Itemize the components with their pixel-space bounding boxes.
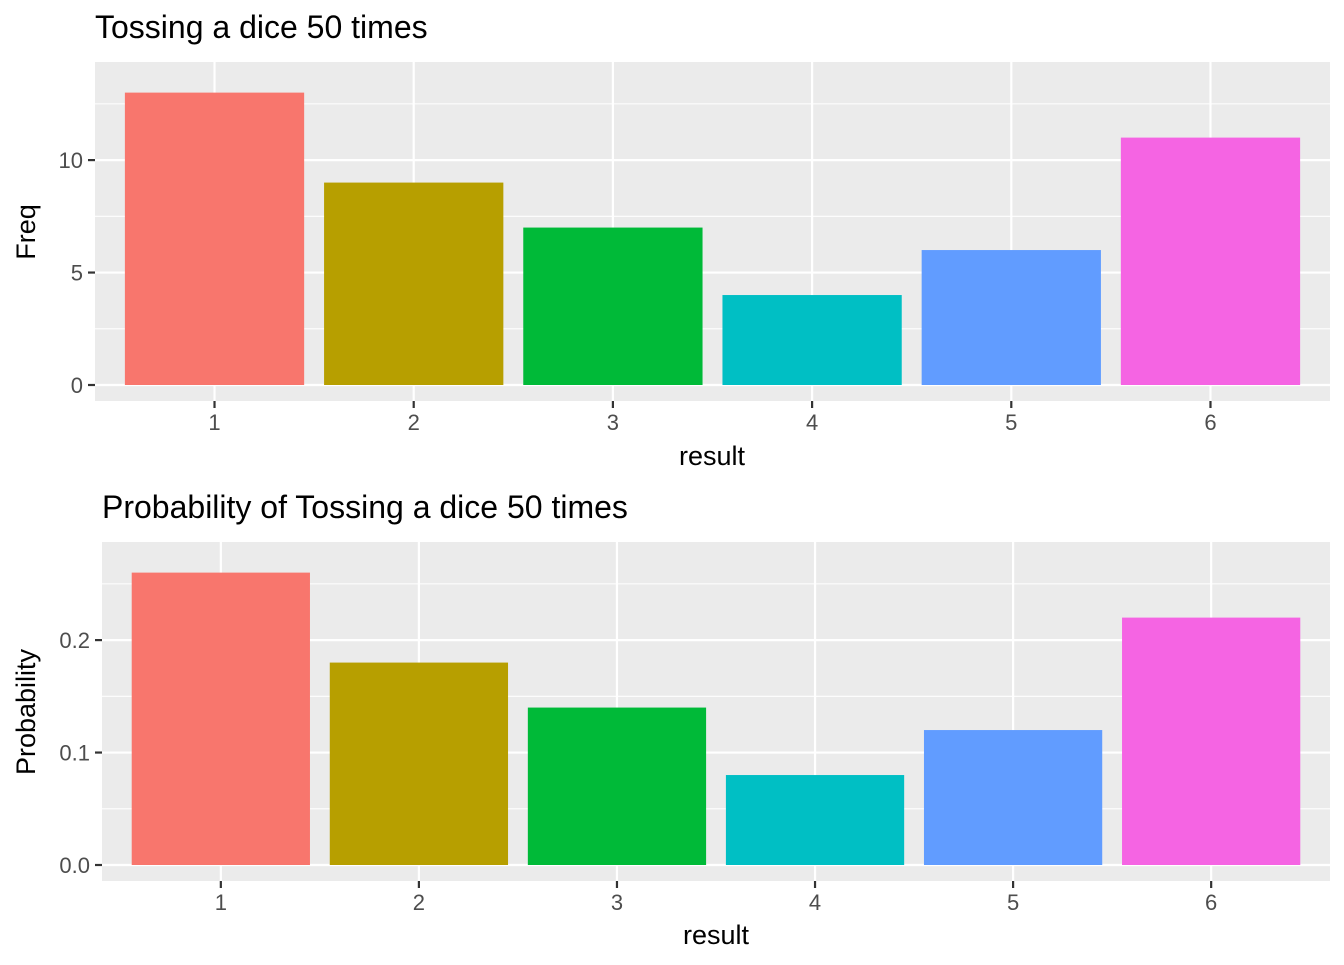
freq-plot: Tossing a dice 50 times 0 5 10 1 2 3 4 5 6 resu… bbox=[11, 9, 1330, 471]
x-tick-label: 5 bbox=[1007, 890, 1019, 915]
bar-2 bbox=[329, 662, 509, 865]
bar-1 bbox=[131, 572, 310, 865]
y-axis: 0 5 10 bbox=[59, 148, 95, 398]
bar-6 bbox=[1122, 617, 1301, 865]
bar-1 bbox=[124, 92, 305, 385]
x-tick-label: 1 bbox=[208, 410, 220, 435]
x-tick-label: 3 bbox=[611, 890, 623, 915]
y-axis-title: Probability bbox=[11, 648, 41, 775]
bar-2 bbox=[324, 182, 504, 385]
x-axis-title: result bbox=[683, 920, 750, 950]
x-tick-label: 4 bbox=[806, 410, 818, 435]
chart-title: Probability of Tossing a dice 50 times bbox=[102, 489, 628, 525]
y-tick-label: 0.2 bbox=[59, 628, 90, 653]
y-axis-title: Freq bbox=[11, 204, 41, 260]
x-axis: 1 2 3 4 5 6 bbox=[208, 401, 1217, 435]
bar-3 bbox=[523, 227, 703, 385]
y-tick-label: 0.1 bbox=[59, 741, 90, 766]
x-tick-label: 2 bbox=[408, 410, 420, 435]
x-tick-label: 4 bbox=[809, 890, 821, 915]
chart-title: Tossing a dice 50 times bbox=[95, 9, 428, 45]
bar-4 bbox=[725, 775, 905, 865]
bar-5 bbox=[921, 250, 1101, 385]
x-tick-label: 6 bbox=[1205, 890, 1217, 915]
x-tick-label: 6 bbox=[1204, 410, 1216, 435]
y-tick-label: 0.0 bbox=[59, 853, 90, 878]
y-tick-label: 0 bbox=[71, 373, 83, 398]
bars bbox=[124, 92, 1301, 385]
y-tick-label: 5 bbox=[71, 261, 83, 286]
x-tick-label: 1 bbox=[215, 890, 227, 915]
x-axis: 1 2 3 4 5 6 bbox=[215, 881, 1217, 915]
bar-5 bbox=[923, 730, 1103, 865]
probability-plot: Probability of Tossing a dice 50 times 0… bbox=[11, 489, 1330, 950]
bar-6 bbox=[1120, 137, 1301, 385]
y-axis: 0.0 0.1 0.2 bbox=[59, 628, 102, 878]
x-tick-label: 3 bbox=[607, 410, 619, 435]
x-tick-label: 5 bbox=[1005, 410, 1017, 435]
x-tick-label: 2 bbox=[413, 890, 425, 915]
x-axis-title: result bbox=[679, 441, 746, 471]
bar-4 bbox=[722, 295, 902, 385]
bars bbox=[131, 572, 1301, 865]
y-tick-label: 10 bbox=[59, 148, 83, 173]
bar-3 bbox=[527, 707, 707, 865]
